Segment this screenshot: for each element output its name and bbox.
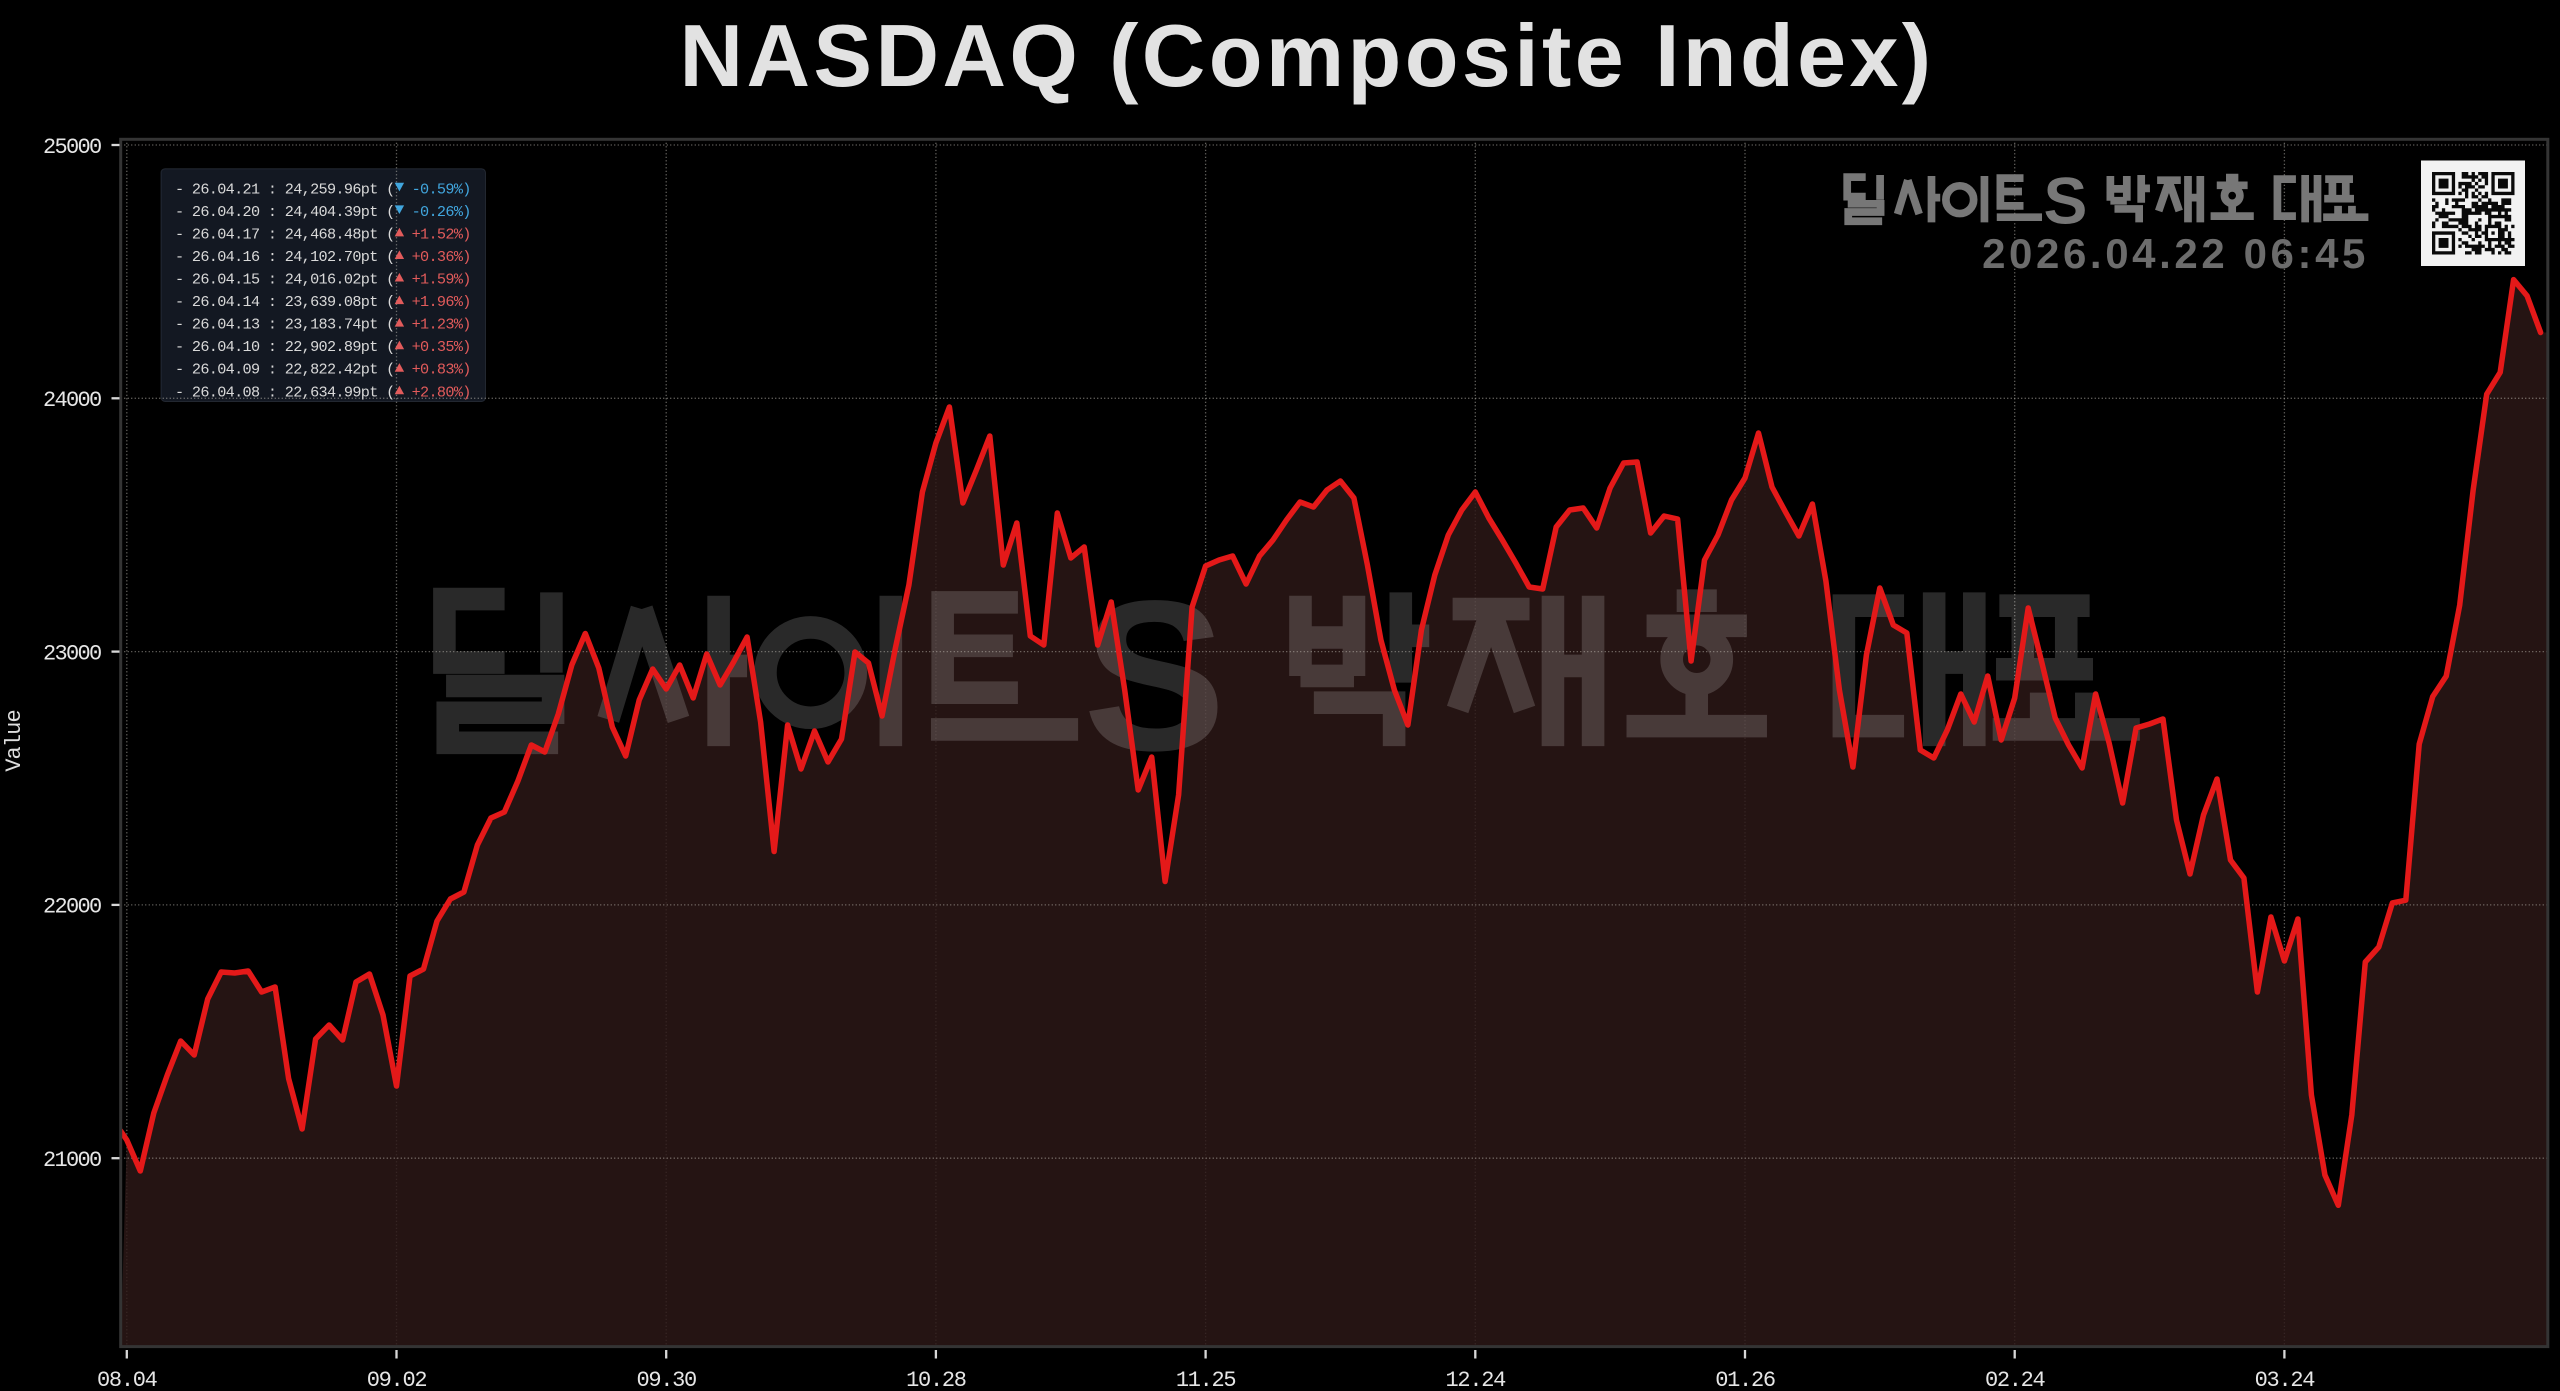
svg-text:03.24: 03.24 (2255, 1368, 2316, 1391)
svg-text:2026.04.22 06:45: 2026.04.22 06:45 (1982, 230, 2369, 277)
svg-text:12.24: 12.24 (1446, 1368, 1507, 1391)
svg-text:+1.96%): +1.96%) (412, 293, 471, 311)
svg-text:- 26.04.13 : 23,183.74pt (: - 26.04.13 : 23,183.74pt ( (175, 316, 395, 334)
svg-text:+1.52%): +1.52%) (412, 225, 471, 243)
svg-text:Value: Value (2, 710, 27, 772)
svg-text:02.24: 02.24 (1985, 1368, 2046, 1391)
svg-text:+0.36%): +0.36%) (412, 248, 471, 266)
svg-text:23000: 23000 (43, 641, 101, 666)
svg-text:- 26.04.16 : 24,102.70pt (: - 26.04.16 : 24,102.70pt ( (175, 248, 395, 266)
svg-text:+1.59%): +1.59%) (412, 271, 471, 289)
svg-text:- 26.04.21 : 24,259.96pt (: - 26.04.21 : 24,259.96pt ( (175, 180, 395, 198)
svg-text:+2.80%): +2.80%) (412, 383, 471, 401)
svg-text:- 26.04.09 : 22,822.42pt (: - 26.04.09 : 22,822.42pt ( (175, 361, 395, 379)
svg-text:- 26.04.10 : 22,902.89pt (: - 26.04.10 : 22,902.89pt ( (175, 338, 395, 356)
svg-text:+0.35%): +0.35%) (412, 338, 471, 356)
svg-text:-0.59%): -0.59%) (412, 180, 471, 198)
svg-text:25000: 25000 (43, 135, 101, 160)
svg-text:09.30: 09.30 (636, 1368, 696, 1391)
svg-text:S: S (1083, 557, 1226, 796)
svg-text:01.26: 01.26 (1715, 1368, 1775, 1391)
svg-text:+0.83%): +0.83%) (412, 361, 471, 379)
svg-text:-0.26%): -0.26%) (412, 203, 471, 221)
svg-text:S: S (2044, 163, 2088, 237)
svg-text:08.04: 08.04 (97, 1368, 158, 1391)
svg-text:- 26.04.08 : 22,634.99pt (: - 26.04.08 : 22,634.99pt ( (175, 383, 395, 401)
svg-text:+1.23%): +1.23%) (412, 316, 471, 334)
svg-text:- 26.04.20 : 24,404.39pt (: - 26.04.20 : 24,404.39pt ( (175, 203, 395, 221)
svg-text:- 26.04.15 : 24,016.02pt (: - 26.04.15 : 24,016.02pt ( (175, 271, 395, 289)
svg-text:21000: 21000 (43, 1148, 101, 1173)
svg-text:- 26.04.14 : 23,639.08pt (: - 26.04.14 : 23,639.08pt ( (175, 293, 395, 311)
svg-text:- 26.04.17 : 24,468.48pt (: - 26.04.17 : 24,468.48pt ( (175, 225, 395, 243)
svg-text:10.28: 10.28 (906, 1368, 966, 1391)
svg-text:11.25: 11.25 (1176, 1368, 1236, 1391)
svg-text:22000: 22000 (43, 895, 101, 920)
svg-text:09.02: 09.02 (367, 1368, 427, 1391)
svg-text:24000: 24000 (43, 388, 101, 413)
